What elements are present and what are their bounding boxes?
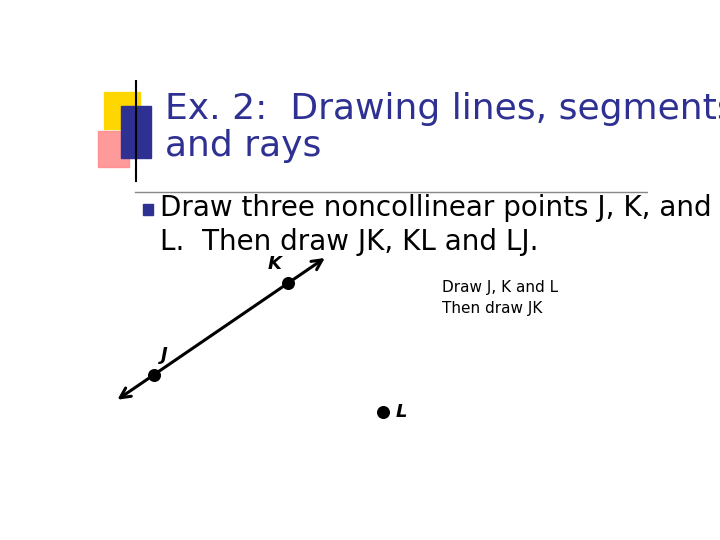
Bar bbox=[99, 131, 129, 167]
Text: Draw three noncollinear points J, K, and: Draw three noncollinear points J, K, and bbox=[160, 194, 711, 222]
Point bbox=[282, 279, 294, 287]
Bar bbox=[121, 106, 151, 158]
Text: J: J bbox=[161, 346, 168, 364]
Text: and rays: and rays bbox=[166, 129, 322, 163]
Bar bbox=[143, 204, 153, 215]
Text: Draw J, K and L: Draw J, K and L bbox=[441, 280, 558, 295]
Point bbox=[377, 408, 389, 416]
Text: L.  Then draw JK, KL and LJ.: L. Then draw JK, KL and LJ. bbox=[160, 227, 539, 255]
Text: Ex. 2:  Drawing lines, segments: Ex. 2: Drawing lines, segments bbox=[166, 92, 720, 126]
Text: L: L bbox=[395, 403, 407, 421]
Text: K: K bbox=[267, 255, 282, 273]
Bar bbox=[104, 92, 140, 129]
Text: Then draw JK: Then draw JK bbox=[441, 301, 542, 315]
Point bbox=[148, 370, 160, 379]
